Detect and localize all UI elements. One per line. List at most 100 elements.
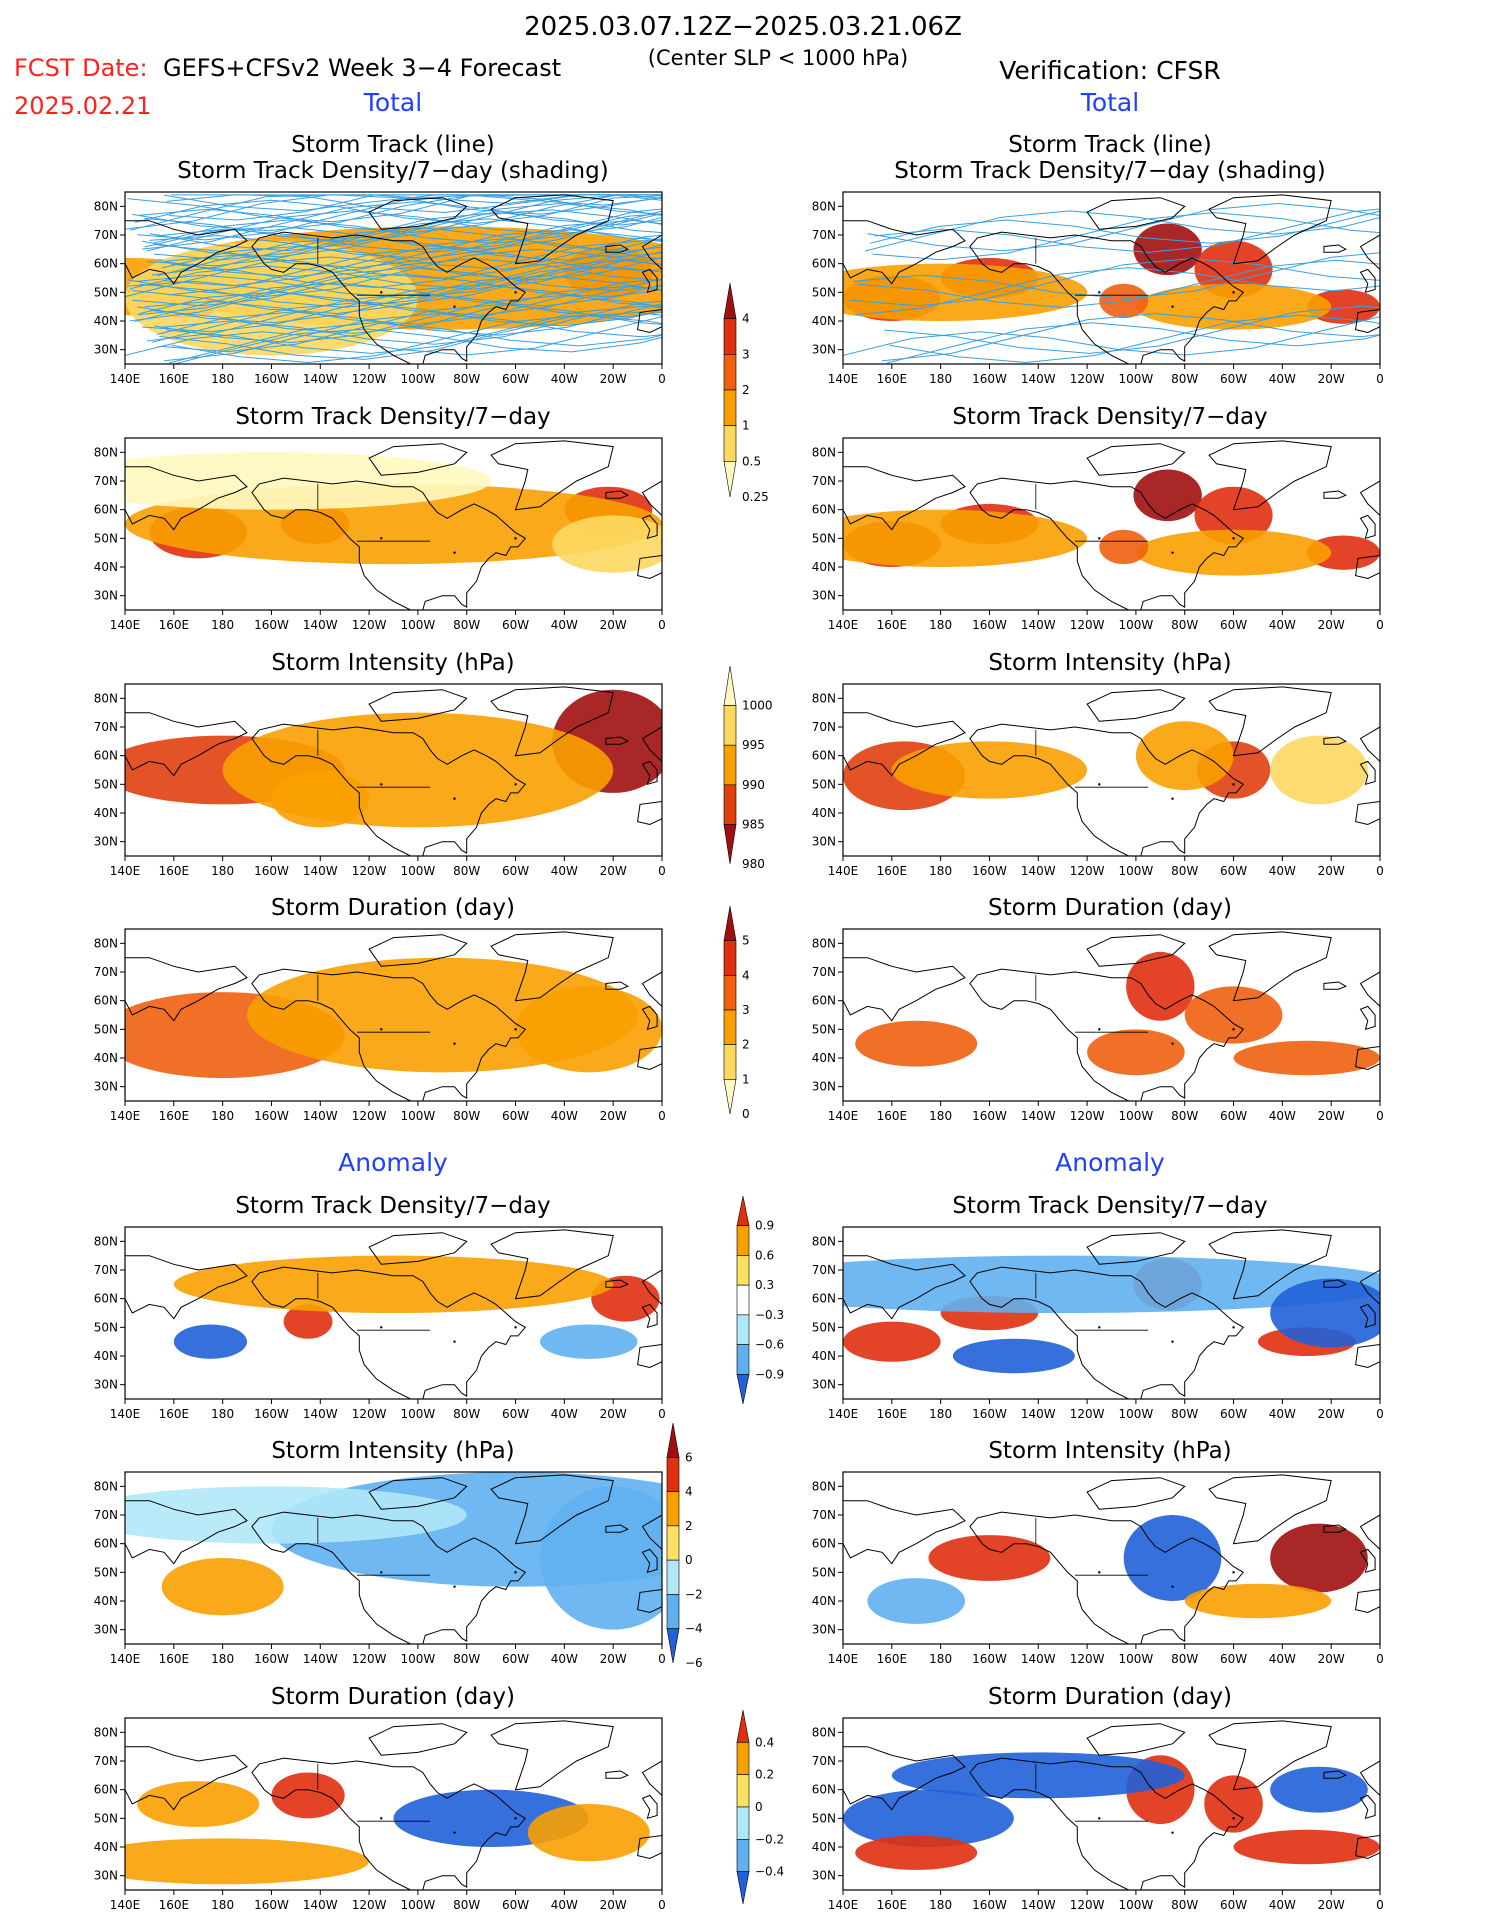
state-mark-1	[1171, 551, 1174, 554]
coastline-0	[125, 684, 248, 777]
map-frame	[842, 1471, 1381, 1645]
panel-title-fc-intensity: Storm Intensity (hPa)	[271, 650, 515, 676]
state-mark-2	[1232, 1326, 1235, 1329]
colorbar-segment	[723, 975, 737, 1011]
storm-track-line	[154, 294, 662, 344]
lon-tick-label: 100W	[1119, 864, 1154, 878]
coastline-0	[125, 929, 248, 1022]
state-mark-1	[453, 797, 456, 800]
lon-tick-label: 120W	[1070, 1109, 1105, 1123]
colorbar-cap-top	[736, 1709, 750, 1743]
lon-tick-label: 60W	[502, 618, 529, 632]
lon-tick-label: 160E	[159, 1652, 190, 1666]
lon-tick-label: 160E	[159, 1407, 190, 1421]
colorbar-cap-bottom	[723, 1079, 737, 1115]
lat-tick-label: 40N	[812, 1349, 836, 1363]
lon-tick-label: 20W	[600, 1407, 627, 1421]
lon-tick-label: 20W	[1318, 1898, 1345, 1912]
lon-tick-label: 0	[1376, 1898, 1384, 1912]
colorbar-segment	[723, 318, 737, 355]
map-frame	[124, 1226, 663, 1400]
storm-track-line	[852, 252, 1380, 299]
coastline-5	[1359, 1794, 1376, 1820]
section-total-left: Total	[363, 88, 423, 117]
coastline-5	[641, 1303, 658, 1329]
lat-tick-label: 40N	[812, 1051, 836, 1065]
lon-tick-label: 40W	[1269, 1407, 1296, 1421]
colorbar-label: −2	[685, 1587, 703, 1601]
state-mark-1	[453, 551, 456, 554]
section-anomaly-right: Anomaly	[1055, 1148, 1165, 1177]
lat-tick-label: 50N	[812, 531, 836, 545]
lon-tick-label: 0	[658, 618, 666, 632]
field-blob-4	[173, 1255, 614, 1313]
field-blob-0	[928, 1535, 1051, 1581]
coastline-0	[843, 1472, 966, 1565]
colorbar-segment	[736, 1255, 750, 1286]
lon-tick-label: 0	[658, 864, 666, 878]
lon-tick-label: 180	[929, 1109, 952, 1123]
coastline-6	[1355, 1045, 1380, 1071]
field-blob-6	[952, 1338, 1075, 1374]
lat-tick-label: 40N	[94, 1051, 118, 1065]
coastline-6	[637, 308, 662, 334]
field-layer	[125, 929, 662, 1101]
coastline-1	[251, 1266, 527, 1399]
coastline-4	[605, 736, 629, 745]
lon-tick-label: 140W	[303, 618, 338, 632]
lon-tick-label: 160W	[972, 1652, 1007, 1666]
map-panel-ob-track: 140E 160E 180 160W 140W 120W 100W 80W 60W 40W 20W 0…	[812, 191, 1384, 386]
lon-tick-label: 160W	[254, 618, 289, 632]
lon-tick-label: 80W	[453, 1407, 480, 1421]
lon-tick-label: 40W	[1269, 864, 1296, 878]
colorbar-cap-bottom	[736, 1373, 750, 1405]
lat-tick-label: 60N	[94, 1537, 118, 1551]
state-mark-0	[380, 1571, 383, 1574]
state-mark-1	[453, 1831, 456, 1834]
lat-tick-label: 70N	[812, 228, 836, 242]
lon-tick-label: 80W	[1171, 1898, 1198, 1912]
lon-tick-label: 160W	[972, 864, 1007, 878]
lon-tick-label: 120W	[352, 1898, 387, 1912]
colorbar-label: 0.9	[755, 1219, 774, 1233]
lon-tick-label: 80W	[453, 864, 480, 878]
storm-track-line	[867, 202, 1380, 252]
field-blob-4	[843, 1255, 1380, 1313]
model-title: GEFS+CFSv2 Week 3−4 Forecast	[163, 54, 562, 82]
storm-track-line	[864, 210, 1380, 252]
field-blob-1	[1270, 1523, 1368, 1593]
map-panel-ob-duration: 140E 160E 180 160W 140W 120W 100W 80W 60W 40W 20W 0…	[812, 928, 1384, 1123]
lat-tick-label: 80N	[812, 691, 836, 705]
lon-tick-label: 180	[929, 1407, 952, 1421]
coastline-6	[1355, 554, 1380, 580]
lon-tick-label: 180	[211, 1898, 234, 1912]
lon-tick-label: 160E	[159, 618, 190, 632]
colorbar-label: 6	[685, 1450, 693, 1464]
map-frame	[124, 928, 663, 1102]
lat-tick-label: 30N	[94, 1623, 118, 1637]
lon-tick-label: 180	[211, 372, 234, 386]
lon-tick-label: 180	[211, 1652, 234, 1666]
field-blob-4	[1306, 535, 1380, 570]
coastline-7	[1359, 971, 1380, 1008]
lon-tick-label: 40W	[551, 1109, 578, 1123]
lat-tick-label: 80N	[94, 1479, 118, 1493]
lat-tick-label: 30N	[94, 835, 118, 849]
field-layer	[843, 1227, 1380, 1399]
lon-tick-label: 100W	[1119, 618, 1154, 632]
lon-tick-label: 0	[658, 1652, 666, 1666]
coastline-4	[605, 490, 629, 499]
lat-tick-label: 30N	[812, 589, 836, 603]
colorbar-label: 4	[742, 312, 750, 326]
lat-tick-label: 50N	[812, 1022, 836, 1036]
coastline-1	[969, 477, 1245, 610]
lat-tick-label: 50N	[812, 777, 836, 791]
lon-tick-label: 100W	[401, 864, 436, 878]
lat-tick-label: 60N	[812, 1292, 836, 1306]
lat-tick-label: 60N	[812, 994, 836, 1008]
lon-tick-label: 60W	[502, 1652, 529, 1666]
lon-tick-label: 160E	[159, 864, 190, 878]
lon-tick-label: 0	[1376, 1652, 1384, 1666]
coastline-3	[368, 443, 468, 476]
colorbar-cap-bottom	[666, 1628, 680, 1664]
